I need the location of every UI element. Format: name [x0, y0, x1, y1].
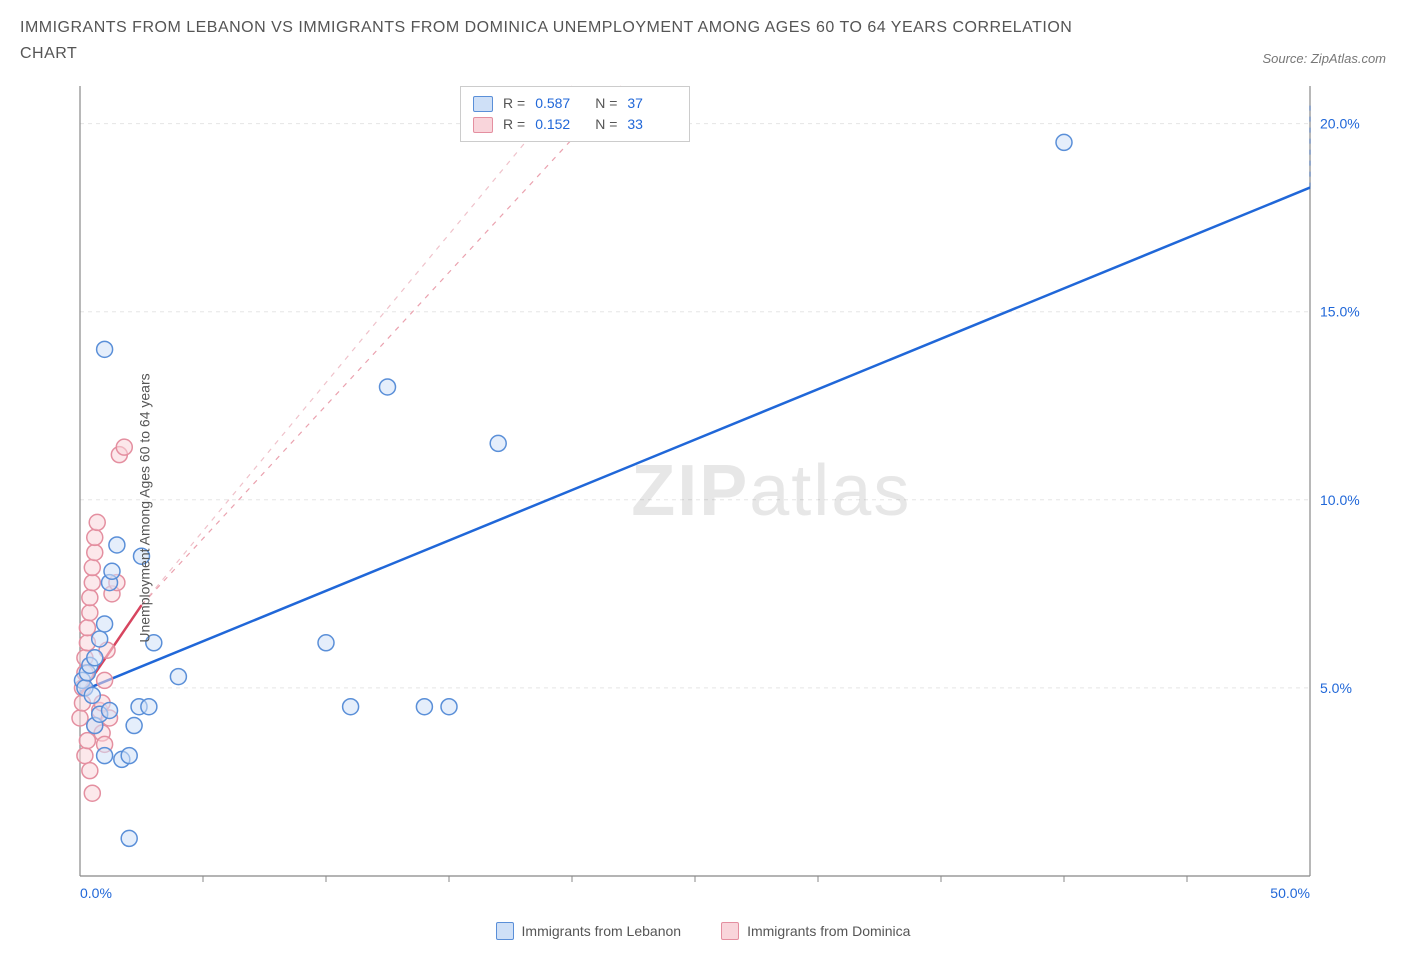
- series-legend: Immigrants from Lebanon Immigrants from D…: [20, 922, 1386, 940]
- svg-text:15.0%: 15.0%: [1320, 304, 1360, 320]
- y-axis-label: Unemployment Among Ages 60 to 64 years: [137, 374, 153, 643]
- svg-text:10.0%: 10.0%: [1320, 492, 1360, 508]
- chart-title: IMMIGRANTS FROM LEBANON VS IMMIGRANTS FR…: [20, 15, 1120, 66]
- svg-text:5.0%: 5.0%: [1320, 680, 1352, 696]
- source-attribution: Source: ZipAtlas.com: [1262, 51, 1386, 66]
- svg-text:20.0%: 20.0%: [1320, 116, 1360, 132]
- svg-text:0.0%: 0.0%: [80, 885, 112, 901]
- svg-text:50.0%: 50.0%: [1270, 885, 1310, 901]
- chart-container: Unemployment Among Ages 60 to 64 years Z…: [20, 76, 1386, 940]
- legend-item: Immigrants from Dominica: [721, 922, 910, 940]
- legend-item: Immigrants from Lebanon: [496, 922, 682, 940]
- correlation-legend: R =0.587N =37R =0.152N =33: [460, 86, 690, 142]
- scatter-chart: 5.0% 10.0% 15.0% 20.0% 0.0% 50.0%: [20, 76, 1380, 916]
